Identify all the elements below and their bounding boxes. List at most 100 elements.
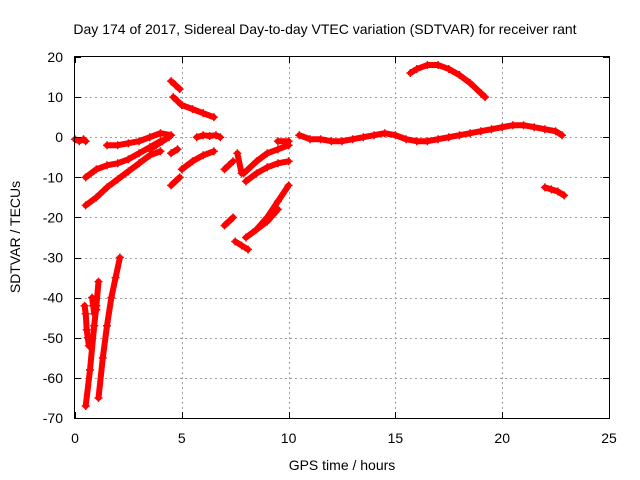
data-point xyxy=(284,157,293,166)
series-arc-05 xyxy=(94,253,124,402)
data-point xyxy=(113,175,122,184)
series-arc-12 xyxy=(177,101,218,122)
data-point xyxy=(402,135,411,144)
data-point xyxy=(111,273,120,282)
series-arc-13 xyxy=(167,173,184,190)
data-point xyxy=(135,149,144,158)
data-point xyxy=(423,61,432,70)
series-arc-22 xyxy=(241,157,293,186)
data-point xyxy=(167,181,176,190)
data-point xyxy=(209,113,218,122)
data-point xyxy=(145,133,154,142)
data-point xyxy=(124,167,133,176)
data-point xyxy=(406,69,415,78)
series-arc-28 xyxy=(540,183,569,200)
data-point xyxy=(113,141,122,150)
data-point xyxy=(81,309,90,318)
data-point xyxy=(476,127,485,136)
chart-title: Day 174 of 2017, Sidereal Day-to-day VTE… xyxy=(73,21,576,37)
data-point xyxy=(263,163,272,172)
data-point xyxy=(229,157,238,166)
data-point xyxy=(327,137,336,146)
data-point xyxy=(229,213,238,222)
y-tick-label: -70 xyxy=(43,410,63,426)
y-tick-label: -30 xyxy=(43,250,63,266)
data-point xyxy=(273,137,282,146)
data-point xyxy=(188,105,197,114)
data-point xyxy=(81,201,90,210)
data-point xyxy=(455,131,464,140)
data-point xyxy=(239,169,248,178)
data-point xyxy=(244,245,253,254)
data-point xyxy=(224,217,233,226)
data-point xyxy=(211,131,220,140)
data-point xyxy=(90,321,99,330)
data-point xyxy=(252,157,261,166)
series-trace xyxy=(82,148,164,209)
data-point xyxy=(348,135,357,144)
data-point xyxy=(167,149,176,158)
series-arc-21 xyxy=(239,141,293,178)
series-arc-16 xyxy=(192,131,225,142)
data-point xyxy=(171,81,180,90)
data-point xyxy=(167,77,176,86)
data-point xyxy=(188,157,197,166)
data-point xyxy=(273,145,282,154)
x-tick-label: 5 xyxy=(178,430,186,446)
series-arc-23 xyxy=(241,181,293,242)
data-point xyxy=(540,183,549,192)
data-point xyxy=(199,131,208,140)
data-point xyxy=(412,137,421,146)
series-trace xyxy=(178,148,217,173)
data-point xyxy=(158,137,167,146)
data-point xyxy=(412,65,421,74)
series-trace xyxy=(95,254,123,401)
y-tick-label: 0 xyxy=(55,129,63,145)
data-point xyxy=(173,145,182,154)
y-tick-label: 10 xyxy=(47,89,63,105)
data-point xyxy=(220,165,229,174)
data-point xyxy=(455,71,464,80)
data-point xyxy=(560,191,569,200)
data-point xyxy=(481,93,490,102)
data-point xyxy=(88,293,97,302)
series-arc-15 xyxy=(167,145,182,158)
data-point xyxy=(263,149,272,158)
series-trace xyxy=(146,134,172,153)
data-point xyxy=(124,155,133,164)
series-arc-06 xyxy=(81,147,165,210)
data-point xyxy=(81,137,90,146)
data-point xyxy=(103,161,112,170)
data-point xyxy=(156,129,165,138)
data-point xyxy=(92,165,101,174)
data-point xyxy=(103,321,112,330)
data-point xyxy=(145,145,154,154)
data-point xyxy=(370,131,379,140)
data-point xyxy=(241,177,250,186)
data-point xyxy=(156,147,165,156)
data-point xyxy=(90,309,99,318)
data-point xyxy=(92,193,101,202)
data-point xyxy=(81,173,90,182)
series-arc-04 xyxy=(88,293,101,318)
series-arc-19 xyxy=(233,149,246,178)
data-point xyxy=(231,237,240,246)
data-point xyxy=(171,177,180,186)
data-point xyxy=(263,217,272,226)
series-arc-27 xyxy=(406,61,490,102)
y-tick-label: -60 xyxy=(43,370,63,386)
data-point xyxy=(107,293,116,302)
grid xyxy=(75,57,609,418)
data-point xyxy=(391,131,400,140)
data-point xyxy=(547,185,556,194)
data-point xyxy=(85,365,94,374)
data-point xyxy=(553,187,562,196)
data-point xyxy=(316,135,325,144)
data-point xyxy=(273,205,282,214)
series-trace xyxy=(407,62,489,101)
data-point xyxy=(466,79,475,88)
x-tick-label: 25 xyxy=(601,430,617,446)
data-point xyxy=(284,181,293,190)
axis-ticks: 0 5 10 15 20 25 20 10 0 -10 -20 -30 -40 -50 -60 -70 xyxy=(43,49,617,446)
data-point xyxy=(305,135,314,144)
